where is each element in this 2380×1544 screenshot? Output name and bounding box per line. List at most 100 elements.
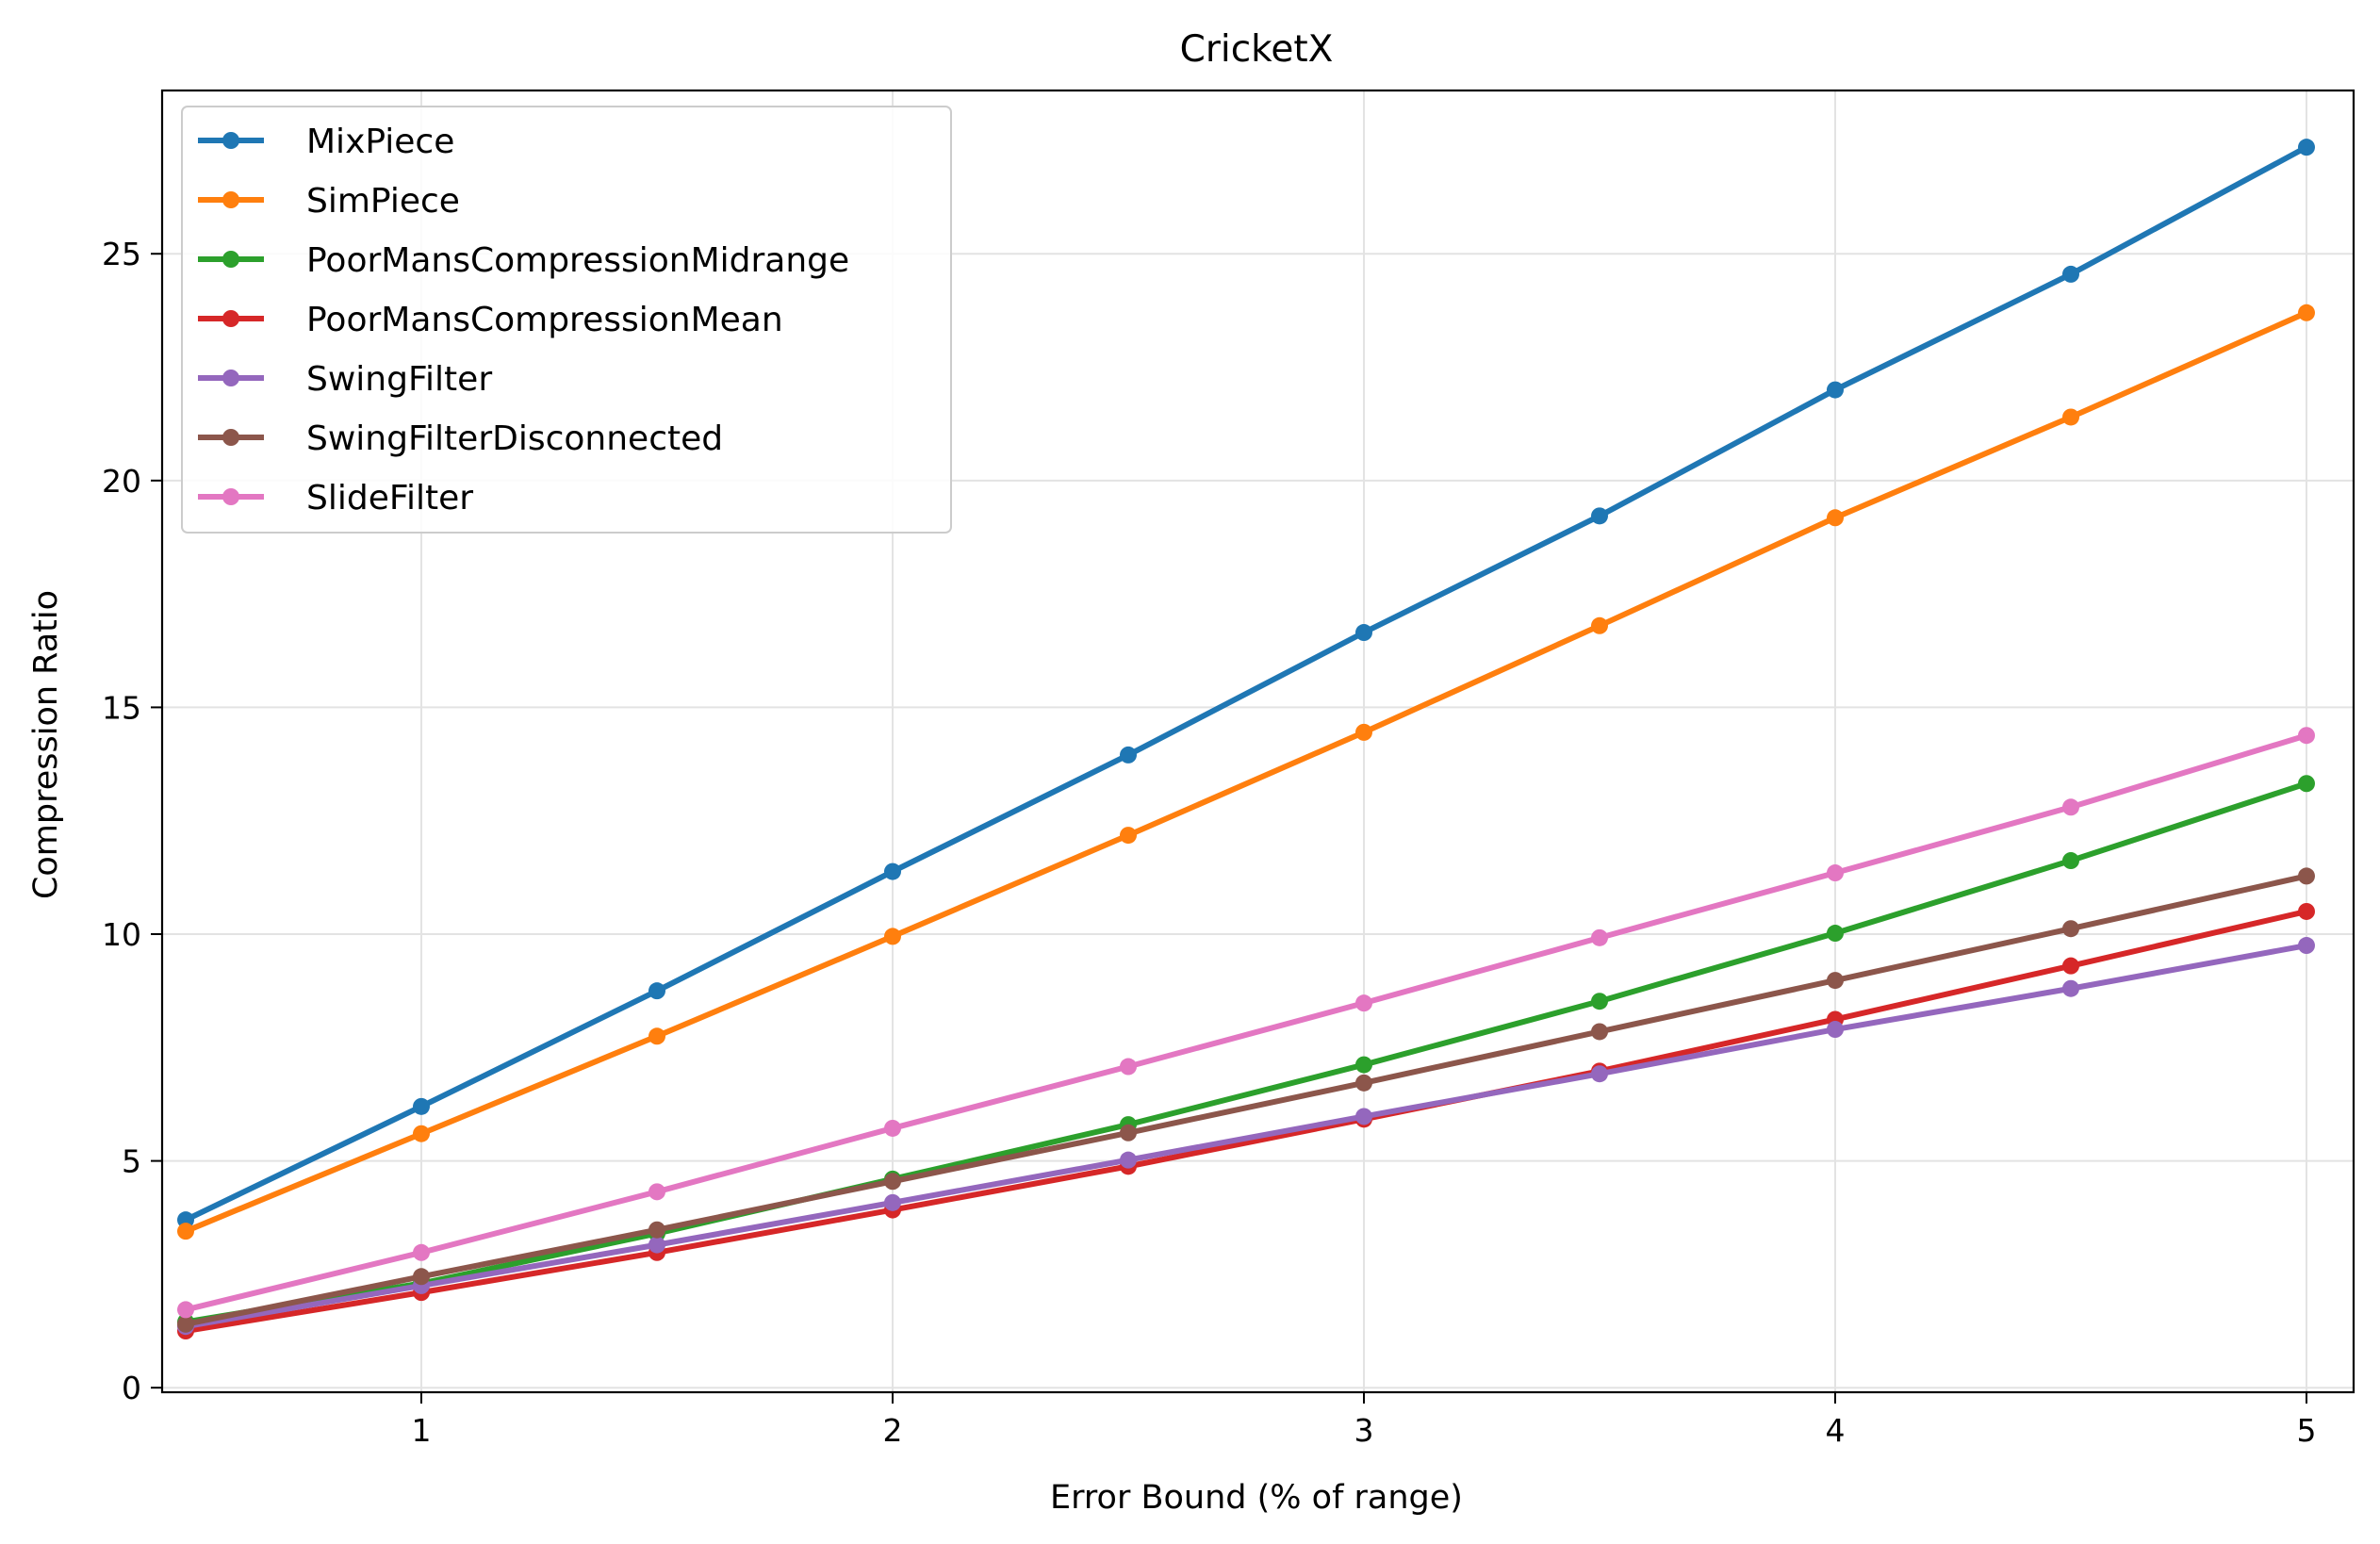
data-point <box>2298 304 2315 321</box>
data-point <box>2298 937 2315 955</box>
legend-item: SwingFilterDisconnected <box>198 419 723 458</box>
legend-item: MixPiece <box>198 123 454 161</box>
data-point <box>884 928 901 945</box>
x-tick-label: 4 <box>1826 1412 1846 1449</box>
legend-swatch-marker <box>222 370 239 386</box>
data-point <box>884 1173 901 1191</box>
data-point <box>1355 1074 1372 1092</box>
series-line <box>183 144 2309 1224</box>
series-line <box>183 873 2309 1327</box>
data-point <box>2062 408 2079 426</box>
data-point <box>1120 1124 1137 1142</box>
series-SimPiece <box>177 304 2315 1240</box>
data-point <box>2298 867 2315 885</box>
data-point <box>1355 723 1372 741</box>
y-tick-label: 10 <box>102 916 141 953</box>
y-axis-label: Compression Ratio <box>27 590 65 899</box>
data-point <box>2062 798 2079 816</box>
data-point <box>1355 994 1372 1012</box>
data-point <box>1591 993 1608 1010</box>
legend-label: PoorMansCompressionMean <box>306 301 783 339</box>
data-point <box>1827 864 1844 882</box>
data-point <box>2298 139 2315 156</box>
x-tick-label: 1 <box>412 1412 432 1449</box>
legend: MixPiece SimPiece PoorMansCompressionMidra… <box>181 106 952 534</box>
data-point <box>1827 1021 1844 1039</box>
data-point <box>2298 775 2315 793</box>
y-tick-label: 25 <box>102 236 141 272</box>
legend-swatch-marker <box>222 132 239 149</box>
chart-title: CricketX <box>1180 28 1334 71</box>
legend-swatch-marker <box>222 488 239 505</box>
data-point <box>413 1125 430 1142</box>
data-point <box>1827 381 1844 399</box>
legend-item: PoorMansCompressionMean <box>198 301 783 339</box>
data-point <box>413 1268 430 1286</box>
data-point <box>884 1193 901 1211</box>
data-point <box>177 1301 194 1319</box>
series-line <box>183 908 2309 1335</box>
series-SwingFilterDisconnected <box>177 867 2315 1333</box>
data-point <box>648 1027 665 1045</box>
data-point <box>1827 509 1844 527</box>
y-tick-label: 20 <box>102 463 141 500</box>
data-point <box>1120 827 1137 845</box>
data-point <box>2062 957 2079 975</box>
plot-frame <box>160 89 2355 1394</box>
x-axis-label: Error Bound (% of range) <box>1050 1479 1463 1517</box>
data-point <box>884 1119 901 1137</box>
legend-label: SwingFilterDisconnected <box>306 419 723 458</box>
data-point <box>648 1236 665 1254</box>
series-line <box>183 943 2309 1330</box>
legend-swatch-marker <box>222 310 239 327</box>
data-point <box>2298 727 2315 745</box>
legend-item: SwingFilter <box>198 360 492 399</box>
data-point <box>1591 507 1608 525</box>
legend-item: SimPiece <box>198 182 460 221</box>
legend-box <box>181 106 952 534</box>
data-point <box>1827 925 1844 943</box>
data-point <box>1591 1023 1608 1041</box>
x-tick-label: 3 <box>1354 1412 1374 1449</box>
data-point <box>177 1223 194 1240</box>
data-point <box>1120 1151 1137 1169</box>
series-PoorMansCompressionMidrange <box>177 775 2315 1331</box>
data-point <box>884 862 901 880</box>
data-point <box>648 1221 665 1239</box>
data-point <box>177 1315 194 1333</box>
x-tick-label: 2 <box>883 1412 903 1449</box>
data-point <box>2062 852 2079 870</box>
legend-label: SimPiece <box>306 182 460 221</box>
y-tick-label: 0 <box>122 1370 141 1406</box>
data-point <box>648 982 665 1000</box>
legend-swatch-marker <box>222 429 239 446</box>
data-point <box>1355 624 1372 642</box>
legend-label: SlideFilter <box>306 479 473 517</box>
legend-item: SlideFilter <box>198 479 473 517</box>
data-point <box>413 1243 430 1261</box>
legend-swatch-marker <box>222 251 239 268</box>
series-line <box>183 732 2309 1313</box>
series-line <box>183 309 2309 1235</box>
data-point <box>2298 902 2315 920</box>
data-point <box>648 1183 665 1201</box>
series-SlideFilter <box>177 727 2315 1319</box>
data-point <box>413 1097 430 1115</box>
data-point <box>2062 920 2079 938</box>
legend-swatch-marker <box>222 191 239 208</box>
y-tick-label: 5 <box>122 1143 141 1180</box>
data-point <box>1120 1058 1137 1076</box>
data-point <box>1355 1108 1372 1125</box>
series-line <box>183 780 2309 1325</box>
data-point <box>1591 1065 1608 1083</box>
legend-label: PoorMansCompressionMidrange <box>306 241 849 280</box>
data-point <box>1827 972 1844 990</box>
series-SwingFilter <box>177 937 2315 1336</box>
y-tick-label: 15 <box>102 689 141 726</box>
legend-label: SwingFilter <box>306 360 492 399</box>
data-point <box>2062 979 2079 997</box>
data-point <box>1355 1056 1372 1074</box>
axis-ticks: 1 2 3 4 5 0 5 10 15 20 25 <box>102 236 2317 1449</box>
series-layer <box>177 139 2315 1340</box>
